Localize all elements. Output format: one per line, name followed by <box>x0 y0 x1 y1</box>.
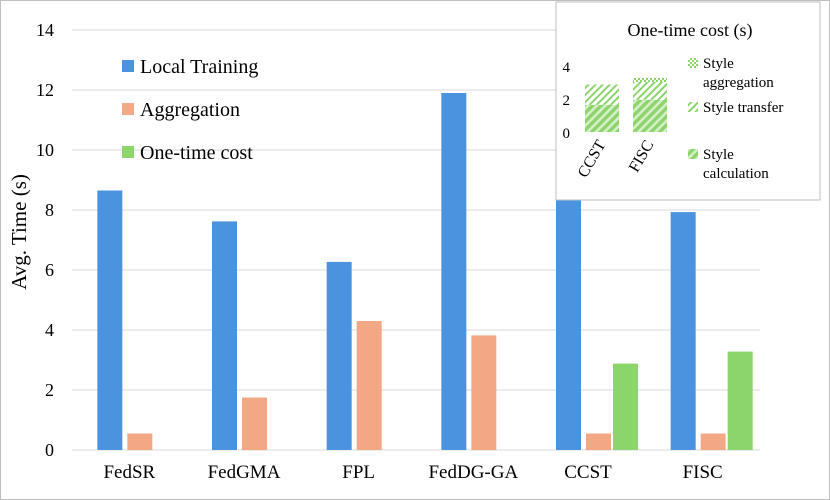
bar-aggregation <box>127 433 153 450</box>
inset-y-tick-labels: 0 2 4 <box>563 60 571 142</box>
inset-bar-style-transfer <box>633 82 667 100</box>
bar-one-time-cost <box>727 351 753 450</box>
inset-bar-style-calculation <box>585 104 619 132</box>
y-tick-label: 4 <box>45 320 54 340</box>
bar-aggregation <box>586 433 611 450</box>
main-legend: Local Training Aggregation One-time cost <box>122 56 258 164</box>
bar-aggregation <box>242 397 267 450</box>
bar-aggregation <box>471 335 497 450</box>
main-x-tick-labels: FedSR FedGMA FPL FedDG-GA CCST FISC <box>103 462 722 483</box>
legend-label: Local Training <box>140 56 258 78</box>
x-tick-label: FedSR <box>103 462 155 483</box>
inset-bar-style-calculation <box>633 99 667 132</box>
inset-legend-swatch <box>688 149 698 159</box>
inset-legend-label: Style <box>703 147 734 163</box>
bar-aggregation <box>356 321 382 450</box>
y-tick-label: 0 <box>45 440 54 460</box>
bar-local-training <box>441 93 467 450</box>
inset-legend-label: calculation <box>703 166 769 182</box>
inset-bar-style-aggregation <box>633 77 667 83</box>
inset-legend-label: Style transfer <box>703 100 783 116</box>
x-tick-label: FPL <box>342 462 375 483</box>
bar-aggregation <box>700 433 726 450</box>
inset-legend: Style aggregation Style transfer Style calcu… <box>688 56 783 182</box>
y-tick-label: 8 <box>45 200 54 220</box>
x-tick-label: CCST <box>564 462 612 483</box>
inset-y-tick-label: 0 <box>563 126 571 142</box>
legend-swatch <box>122 146 134 158</box>
inset-title: One-time cost (s) <box>628 20 753 41</box>
y-tick-label: 14 <box>36 20 54 40</box>
legend-label: One-time cost <box>140 142 253 164</box>
inset-legend-label: aggregation <box>703 75 774 91</box>
y-axis-label: Avg. Time (s) <box>7 174 31 290</box>
bar-local-training <box>212 221 237 450</box>
bar-local-training <box>97 190 123 450</box>
bar-local-training <box>670 212 696 450</box>
y-tick-label: 12 <box>36 80 54 100</box>
legend-swatch <box>122 103 134 115</box>
y-tick-label: 6 <box>45 260 54 280</box>
main-y-tick-labels: 0 2 4 6 8 10 12 14 <box>36 20 54 460</box>
inset-bars <box>585 77 667 132</box>
bar-local-training <box>556 162 581 450</box>
inset-legend-label: Style <box>703 56 734 72</box>
bar-one-time-cost <box>613 363 638 450</box>
legend-label: Aggregation <box>140 99 240 121</box>
inset-bar-style-transfer <box>585 84 619 105</box>
inset-legend-swatch <box>688 102 698 112</box>
x-tick-label: FISC <box>683 462 723 483</box>
x-tick-label: FedGMA <box>208 462 281 483</box>
inset-chart: One-time cost (s) 024 CCST FISC Styleaggr… <box>555 1 821 201</box>
main-bars <box>97 93 753 450</box>
inset-y-tick-label: 2 <box>563 93 571 109</box>
inset-y-tick-label: 4 <box>563 60 571 76</box>
y-tick-label: 10 <box>36 140 54 160</box>
legend-swatch <box>122 60 134 72</box>
inset-frame <box>555 1 821 201</box>
x-tick-label: FedDG-GA <box>428 462 518 483</box>
inset-legend-swatch <box>688 58 698 68</box>
bar-local-training <box>326 261 352 450</box>
y-tick-label: 2 <box>45 380 54 400</box>
